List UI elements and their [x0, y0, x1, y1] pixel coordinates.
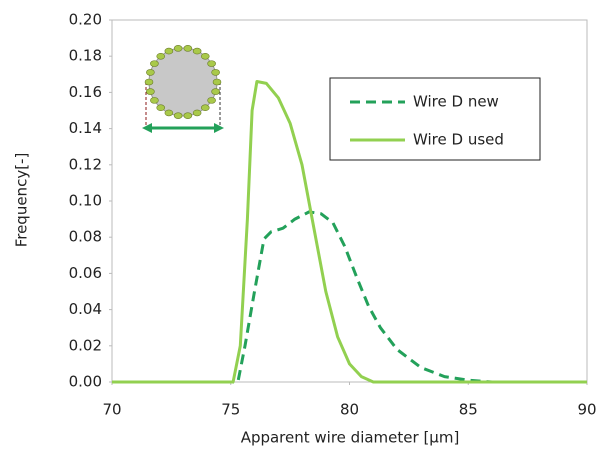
surface-bump — [150, 60, 159, 67]
surface-bump — [173, 45, 183, 52]
legend-box — [329, 77, 541, 161]
surface-bump — [173, 112, 183, 119]
legend-label: Wire D new — [413, 93, 499, 111]
surface-bump — [156, 53, 166, 60]
x-axis-label: Apparent wire diameter [μm] — [241, 429, 460, 447]
y-tick-label: 0.00 — [69, 373, 102, 391]
y-tick-label: 0.12 — [69, 155, 102, 173]
y-tick-label: 0.18 — [69, 47, 102, 65]
series-line — [112, 80, 587, 384]
arrow-head — [214, 123, 224, 133]
inset-icon — [142, 45, 224, 133]
x-tick-label: 70 — [102, 401, 121, 419]
surface-bump — [207, 97, 216, 104]
y-tick-label: 0.10 — [69, 192, 102, 210]
y-tick-label: 0.08 — [69, 228, 102, 246]
y-tick-label: 0.06 — [69, 264, 102, 282]
surface-bump — [183, 45, 193, 52]
y-tick-label: 0.02 — [69, 336, 102, 354]
surface-bump — [183, 112, 193, 119]
surface-bump — [146, 88, 155, 95]
y-tick-label: 0.20 — [69, 11, 102, 29]
surface-bump — [207, 60, 216, 67]
x-tick-label: 80 — [340, 401, 359, 419]
y-tick-label: 0.04 — [69, 300, 102, 318]
surface-bump — [211, 69, 220, 76]
surface-bump — [156, 104, 166, 111]
surface-bump — [200, 104, 210, 111]
surface-bump — [211, 88, 220, 95]
x-tick-label: 85 — [459, 401, 478, 419]
surface-bump — [144, 78, 154, 86]
arrow-head — [142, 123, 152, 133]
surface-bump — [192, 47, 202, 55]
surface-bump — [164, 109, 174, 117]
surface-bump — [212, 78, 222, 86]
surface-bump — [146, 69, 155, 76]
y-tick-label: 0.16 — [69, 83, 102, 101]
x-tick-label: 90 — [577, 401, 596, 419]
legend-label: Wire D used — [413, 131, 504, 149]
surface-bump — [200, 53, 210, 60]
surface-bump — [192, 109, 202, 117]
x-tick-label: 75 — [221, 401, 240, 419]
surface-bump — [164, 47, 174, 55]
series-line — [112, 210, 587, 384]
y-axis-label: Frequency[-] — [13, 153, 31, 248]
surface-bump — [150, 97, 159, 104]
y-tick-label: 0.14 — [69, 119, 102, 137]
